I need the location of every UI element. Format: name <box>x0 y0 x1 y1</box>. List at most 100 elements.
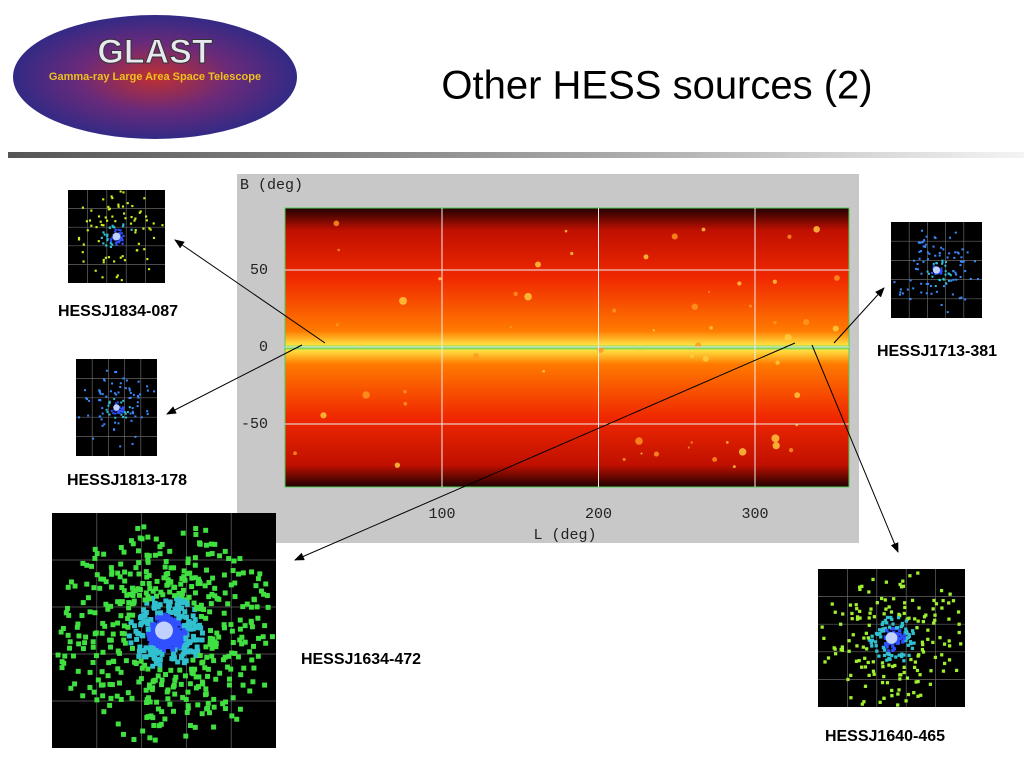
thumb-pixel <box>914 680 918 684</box>
sky-spot <box>671 233 678 240</box>
thumb-pixel <box>263 581 269 587</box>
thumb-pixel <box>152 552 158 558</box>
thumb-pixel <box>878 631 882 636</box>
thumb-pixel <box>148 227 151 230</box>
thumb-pixel <box>203 542 209 548</box>
thumb-pixel <box>136 548 141 554</box>
thumb-pixel <box>185 649 191 655</box>
thumb-pixel <box>100 693 106 699</box>
thumb-pixel <box>192 724 198 730</box>
thumb-pixel <box>120 279 123 282</box>
thumb-pixel <box>212 585 218 591</box>
sky-spot <box>542 369 546 373</box>
sky-spot <box>320 412 327 419</box>
thumb-pixel <box>126 612 132 618</box>
thumb-pixel <box>183 658 189 664</box>
thumb-pixel <box>237 626 243 632</box>
thumb-pixel <box>179 638 185 643</box>
thumb-pixel <box>84 581 90 587</box>
thumb-pixel <box>175 639 181 645</box>
thumb-pixel <box>887 663 891 667</box>
thumb-pixel <box>887 652 891 657</box>
thumb-pixel <box>179 605 185 611</box>
sky-spot <box>473 353 479 359</box>
thumb-pixel <box>823 660 827 664</box>
thumb-pixel <box>883 598 887 602</box>
thumb-pixel <box>898 632 902 637</box>
sky-spot <box>362 391 370 399</box>
thumb-pixel <box>125 616 131 621</box>
thumb-pixel <box>883 626 888 631</box>
thumb-pixel <box>203 527 209 533</box>
thumb-pixel <box>940 272 943 275</box>
thumb-pixel <box>230 640 236 646</box>
thumb-pixel <box>145 557 151 563</box>
thumb-pixel <box>183 599 189 605</box>
thumb-pixel <box>185 703 191 709</box>
thumb-pixel <box>172 677 178 683</box>
thumb-pixel <box>165 696 171 702</box>
thumb-pixel <box>238 672 244 678</box>
thumb-pixel <box>83 634 89 640</box>
thumb-pixel <box>106 660 112 666</box>
thumb-pixel <box>920 250 923 253</box>
thumb-pixel <box>103 579 109 585</box>
thumb-pixel <box>118 412 121 415</box>
thumb-pixel <box>197 540 203 546</box>
thumb-pixel <box>139 632 145 638</box>
thumb-pixel <box>940 606 944 610</box>
thumb-pixel <box>176 590 182 596</box>
thumb-pixel <box>119 386 122 389</box>
thumb-pixel <box>908 574 912 578</box>
sky-spot <box>403 389 407 394</box>
sky-spot <box>643 254 649 260</box>
thumb-pixel <box>136 592 142 598</box>
thumb-pixel <box>223 699 228 705</box>
thumb-pixel <box>193 685 199 691</box>
thumb-pixel <box>110 409 113 412</box>
thumb-pixel <box>920 647 925 652</box>
thumb-pixel <box>903 601 907 605</box>
thumb-pixel <box>850 617 854 621</box>
thumb-pixel <box>901 640 905 644</box>
thumb-pixel <box>941 262 944 265</box>
thumb-pixel <box>153 586 159 592</box>
thumb-pixel <box>864 631 868 635</box>
thumbnail <box>68 190 165 283</box>
thumb-pixel <box>909 657 913 662</box>
thumb-pixel <box>121 588 127 594</box>
thumb-pixel <box>129 391 132 394</box>
thumb-pixel <box>918 257 921 260</box>
thumb-pixel <box>189 584 195 590</box>
thumb-pixel <box>156 723 162 729</box>
thumb-pixel <box>867 623 871 627</box>
thumb-pixel <box>934 254 937 257</box>
thumb-pixel <box>118 561 124 567</box>
thumb-pixel <box>890 694 894 698</box>
thumb-pixel <box>241 665 247 671</box>
thumb-pixel <box>240 570 246 576</box>
thumb-pixel <box>202 583 208 589</box>
thumb-pixel <box>92 437 95 440</box>
thumb-pixel <box>105 606 111 612</box>
thumb-pixel <box>949 274 952 277</box>
thumb-pixel <box>110 622 116 628</box>
thumb-pixel <box>86 398 89 401</box>
thumb-pixel <box>934 237 937 240</box>
thumb-pixel <box>137 535 143 541</box>
thumb-pixel <box>185 705 191 711</box>
thumb-pixel <box>137 380 140 383</box>
thumb-pixel <box>214 630 220 636</box>
thumb-pixel <box>960 260 963 263</box>
thumb-pixel <box>163 559 169 565</box>
thumb-pixel <box>866 636 870 640</box>
thumb-pixel <box>129 396 132 399</box>
thumb-pixel <box>104 256 107 259</box>
thumb-pixel <box>165 571 171 577</box>
thumb-pixel <box>873 640 878 644</box>
thumb-pixel <box>128 387 131 390</box>
thumb-pixel <box>141 607 147 613</box>
thumbnail <box>52 513 276 748</box>
thumb-pixel <box>885 628 889 633</box>
thumb-pixel <box>929 284 932 287</box>
